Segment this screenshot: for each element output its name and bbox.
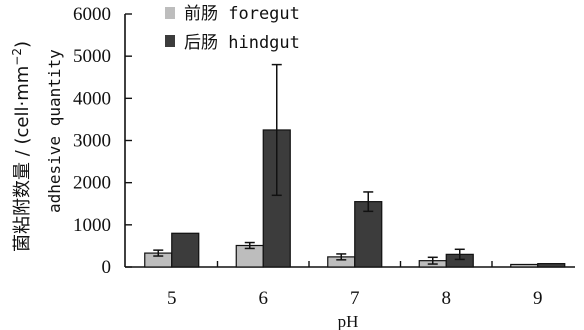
bar-hindgut-ph9 bbox=[537, 263, 566, 268]
legend-label-foregut: 前肠 foregut bbox=[184, 4, 300, 24]
y-tick-label: 5000 bbox=[73, 46, 111, 67]
y-tick-label: 4000 bbox=[73, 88, 111, 109]
y-tick-label: 1000 bbox=[73, 215, 111, 236]
x-tick-label: 5 bbox=[167, 288, 177, 309]
y-axis-label-en: adhesive quantity bbox=[45, 49, 64, 213]
y-axis-label-close: ) bbox=[12, 41, 33, 48]
y-tick-label: 2000 bbox=[73, 173, 111, 194]
y-axis-title: 菌粘附数量 / (cell·mm−2) adhesive quantity bbox=[10, 41, 64, 252]
y-tick-labels: 0 1000 2000 3000 4000 5000 6000 bbox=[73, 4, 111, 278]
x-tick-label: 8 bbox=[442, 288, 452, 309]
x-axis-label: pH bbox=[338, 312, 359, 330]
legend: 前肠 foregut 后肠 hindgut bbox=[165, 4, 300, 53]
legend-label-hindgut: 后肠 hindgut bbox=[184, 33, 300, 53]
y-axis-label-superscript: −2 bbox=[10, 48, 24, 66]
plot-area bbox=[124, 13, 575, 268]
x-tick-label: 9 bbox=[533, 288, 543, 309]
bar-hindgut-ph7 bbox=[354, 201, 383, 268]
y-tick-label: 0 bbox=[102, 257, 112, 278]
bar-foregut-ph9 bbox=[510, 263, 539, 268]
bar-hindgut-ph5 bbox=[171, 232, 200, 268]
x-tick-label: 6 bbox=[259, 288, 269, 309]
legend-swatch-foregut bbox=[165, 7, 175, 19]
x-tick-labels: 5 6 7 8 9 bbox=[167, 288, 543, 309]
x-tick-label: 7 bbox=[350, 288, 360, 309]
y-tick-label: 3000 bbox=[73, 131, 111, 152]
y-axis-label-cn: 菌粘附数量 / (cell·mm−2) bbox=[10, 41, 33, 252]
legend-swatch-hindgut bbox=[165, 35, 175, 47]
y-tick-label: 6000 bbox=[73, 4, 111, 25]
